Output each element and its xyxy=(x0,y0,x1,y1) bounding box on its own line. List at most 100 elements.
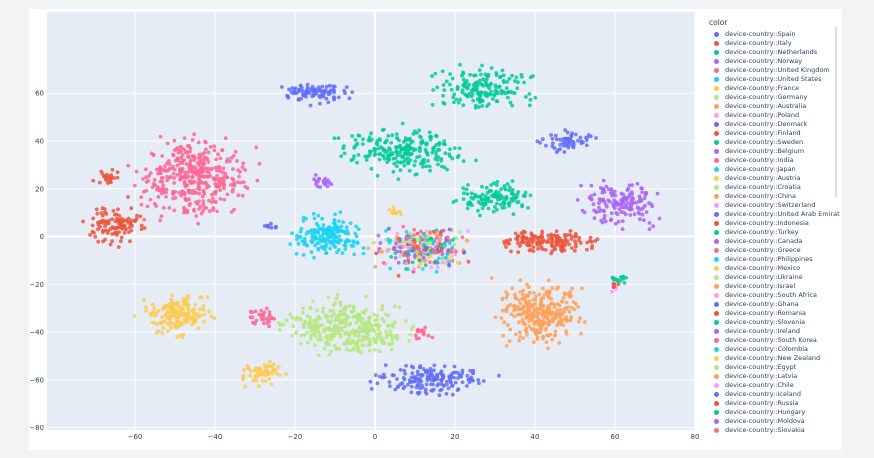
data-point[interactable] xyxy=(241,180,246,185)
data-point[interactable] xyxy=(616,282,621,286)
data-point[interactable] xyxy=(375,173,380,178)
data-point[interactable] xyxy=(353,138,358,142)
data-point[interactable] xyxy=(367,337,372,342)
data-point[interactable] xyxy=(404,157,408,162)
data-point[interactable] xyxy=(420,328,425,333)
data-point[interactable] xyxy=(388,329,393,334)
data-point[interactable] xyxy=(376,327,381,332)
legend-item[interactable]: device-country::Slovenia xyxy=(705,318,840,327)
data-point[interactable] xyxy=(523,190,528,195)
legend-item[interactable]: device-country::Sweden xyxy=(705,138,840,147)
data-point[interactable] xyxy=(329,182,334,187)
legend-item[interactable]: device-country::South Africa xyxy=(705,291,840,300)
data-point[interactable] xyxy=(567,309,572,314)
data-point[interactable] xyxy=(455,260,460,265)
data-point[interactable] xyxy=(516,298,521,302)
legend-item[interactable]: device-country::United Kingdom xyxy=(705,66,840,75)
data-point[interactable] xyxy=(531,245,536,250)
data-point[interactable] xyxy=(457,230,462,235)
data-point[interactable] xyxy=(450,156,455,161)
data-point[interactable] xyxy=(348,221,353,226)
data-point[interactable] xyxy=(299,96,304,101)
data-point[interactable] xyxy=(262,310,267,315)
data-point[interactable] xyxy=(466,183,470,187)
data-point[interactable] xyxy=(167,206,172,210)
data-point[interactable] xyxy=(223,171,228,176)
data-point[interactable] xyxy=(196,184,201,189)
data-point[interactable] xyxy=(356,227,361,232)
legend-item[interactable]: device-country::Japan xyxy=(705,165,840,174)
data-point[interactable] xyxy=(336,136,341,140)
data-point[interactable] xyxy=(481,83,486,88)
data-point[interactable] xyxy=(454,236,459,241)
data-point[interactable] xyxy=(568,318,573,323)
data-point[interactable] xyxy=(611,285,616,289)
data-point[interactable] xyxy=(294,330,299,335)
data-point[interactable] xyxy=(208,145,213,149)
data-point[interactable] xyxy=(486,72,491,77)
data-point[interactable] xyxy=(196,140,201,145)
data-point[interactable] xyxy=(573,234,578,239)
data-point[interactable] xyxy=(572,307,577,312)
data-point[interactable] xyxy=(533,301,538,306)
data-point[interactable] xyxy=(330,241,334,246)
data-point[interactable] xyxy=(543,312,547,316)
data-point[interactable] xyxy=(174,302,179,307)
data-point[interactable] xyxy=(402,377,407,382)
data-point[interactable] xyxy=(357,338,362,343)
data-point[interactable] xyxy=(410,260,415,265)
data-point[interactable] xyxy=(298,229,303,234)
data-point[interactable] xyxy=(218,156,223,161)
data-point[interactable] xyxy=(438,230,443,235)
data-point[interactable] xyxy=(159,214,164,219)
data-point[interactable] xyxy=(462,83,467,88)
data-point[interactable] xyxy=(110,217,115,222)
data-point[interactable] xyxy=(510,73,514,78)
data-point[interactable] xyxy=(101,239,105,244)
data-point[interactable] xyxy=(523,298,528,303)
data-point[interactable] xyxy=(388,147,392,152)
legend-item[interactable]: device-country::Germany xyxy=(705,93,840,102)
data-point[interactable] xyxy=(408,240,412,245)
data-point[interactable] xyxy=(318,334,322,338)
data-point[interactable] xyxy=(548,311,552,315)
data-point[interactable] xyxy=(563,234,568,239)
data-point[interactable] xyxy=(343,305,348,310)
data-point[interactable] xyxy=(504,238,509,243)
data-point[interactable] xyxy=(574,242,578,247)
data-point[interactable] xyxy=(253,321,257,326)
data-point[interactable] xyxy=(241,161,246,166)
data-point[interactable] xyxy=(384,149,389,154)
data-point[interactable] xyxy=(310,239,315,244)
data-point[interactable] xyxy=(313,173,318,177)
data-point[interactable] xyxy=(421,331,425,336)
data-point[interactable] xyxy=(156,308,161,313)
data-point[interactable] xyxy=(413,333,418,338)
data-point[interactable] xyxy=(421,164,425,169)
data-point[interactable] xyxy=(395,249,400,254)
data-point[interactable] xyxy=(440,252,445,256)
data-point[interactable] xyxy=(471,371,476,376)
data-point[interactable] xyxy=(401,244,406,248)
data-point[interactable] xyxy=(201,307,206,312)
data-point[interactable] xyxy=(527,319,531,323)
data-point[interactable] xyxy=(465,206,470,211)
data-point[interactable] xyxy=(495,207,499,212)
data-point[interactable] xyxy=(552,247,557,251)
data-point[interactable] xyxy=(328,308,333,313)
data-point[interactable] xyxy=(317,237,322,241)
data-point[interactable] xyxy=(395,136,399,141)
data-point[interactable] xyxy=(429,265,434,270)
data-point[interactable] xyxy=(342,151,347,156)
data-point[interactable] xyxy=(611,204,616,209)
data-point[interactable] xyxy=(513,292,517,297)
data-point[interactable] xyxy=(173,313,177,318)
data-point[interactable] xyxy=(647,201,651,205)
data-point[interactable] xyxy=(504,344,509,348)
data-point[interactable] xyxy=(311,211,316,216)
data-point[interactable] xyxy=(439,369,444,374)
data-point[interactable] xyxy=(411,148,416,153)
data-point[interactable] xyxy=(267,313,272,318)
data-point[interactable] xyxy=(434,153,439,158)
data-point[interactable] xyxy=(341,220,346,225)
